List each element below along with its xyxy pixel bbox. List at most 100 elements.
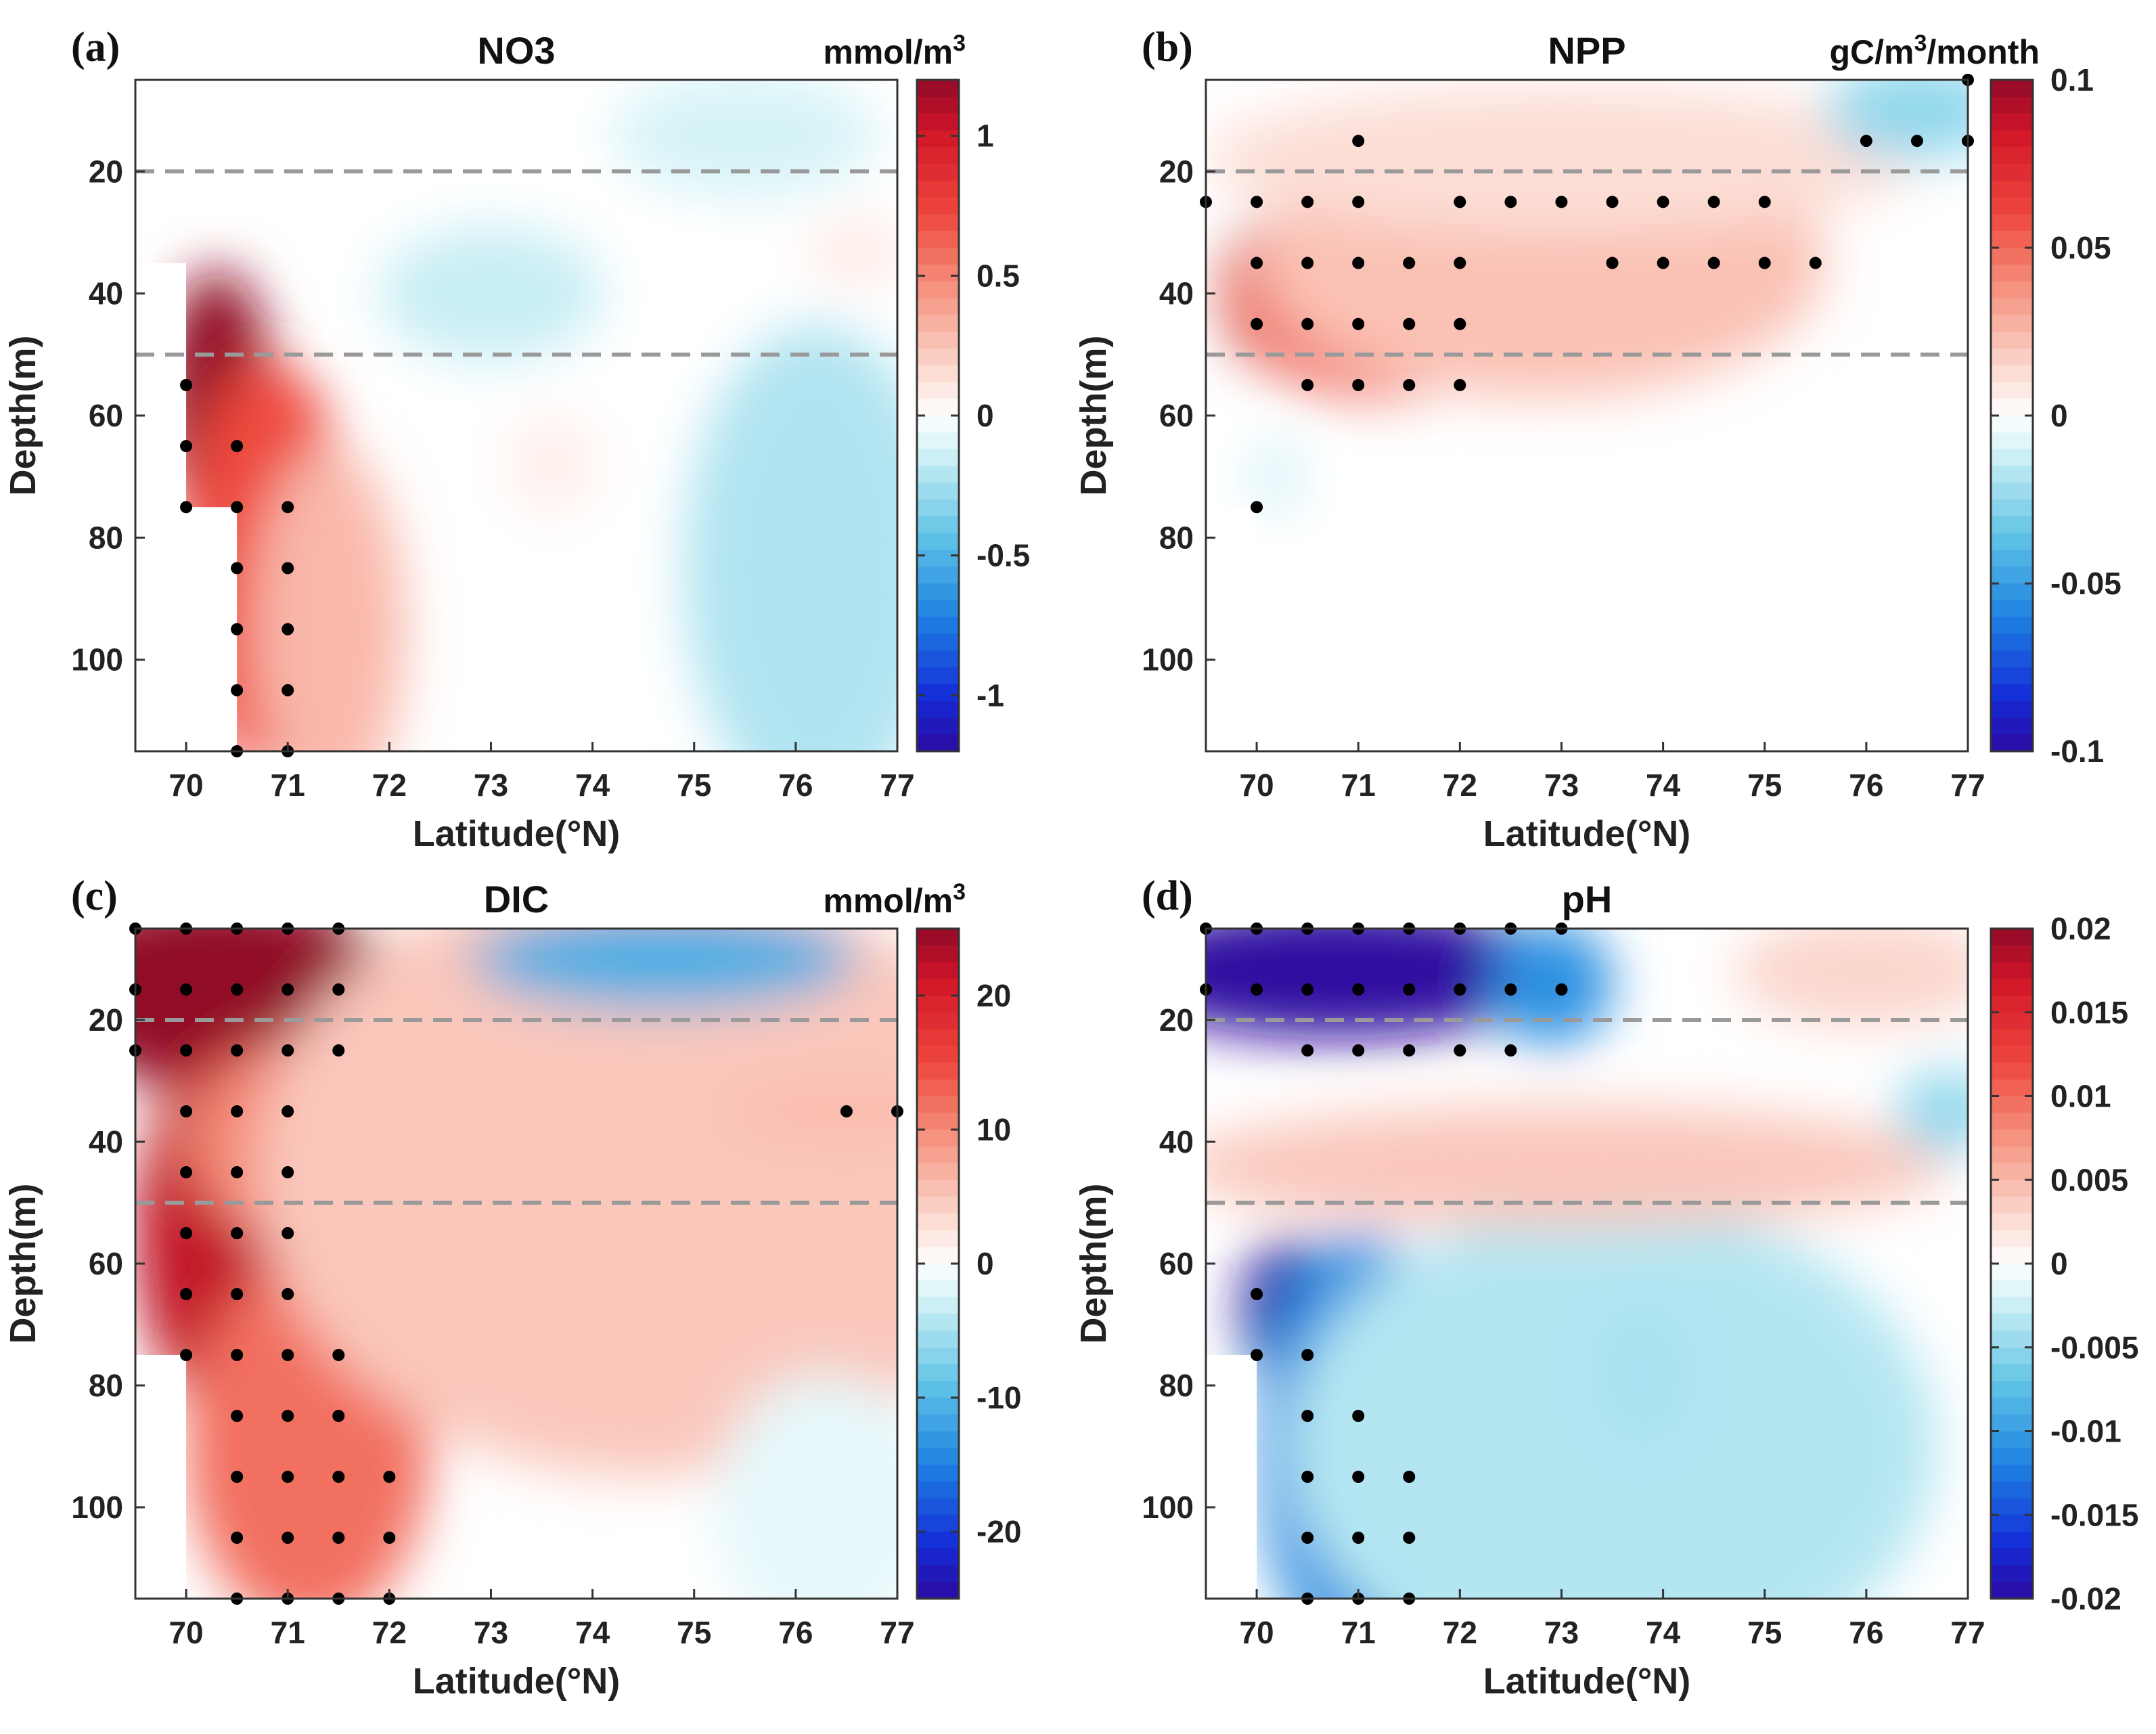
significance-dot <box>180 1105 193 1117</box>
significance-dot <box>180 1288 193 1300</box>
significance-dot <box>1454 378 1466 391</box>
anomaly-patches <box>135 929 897 1599</box>
panel-title: NO3 <box>477 29 555 72</box>
significance-dot <box>332 983 345 996</box>
x-tick-label: 71 <box>1341 1615 1376 1650</box>
x-tick-label: 71 <box>271 768 305 803</box>
colorbar-unit: mmol/m3 <box>823 879 966 920</box>
significance-dot <box>1707 257 1720 269</box>
significance-dot <box>282 684 294 696</box>
y-tick-label: 60 <box>1159 398 1194 433</box>
anomaly-patch <box>252 446 405 751</box>
significance-dot <box>1403 1471 1416 1483</box>
significance-dot <box>231 1471 244 1483</box>
significance-dot <box>1352 317 1365 330</box>
x-tick-label: 73 <box>1544 1615 1579 1650</box>
significance-dot <box>1251 257 1263 269</box>
seafloor-mask <box>135 1050 187 1599</box>
y-tick-label: 20 <box>89 154 123 189</box>
anomaly-patch <box>811 220 897 282</box>
y-axis-label: Depth(m) <box>1073 1184 1114 1344</box>
y-tick-label: 100 <box>1142 642 1194 677</box>
significance-dot <box>1352 196 1365 208</box>
significance-dot <box>1352 1410 1365 1422</box>
significance-dot <box>1251 1349 1263 1361</box>
y-tick-label: 40 <box>1159 276 1194 311</box>
colorbar-tick-label: 0.02 <box>2050 911 2111 946</box>
seafloor-mask <box>135 80 238 751</box>
significance-dot <box>332 1044 345 1057</box>
colorbar-unit: gC/m3/month <box>1829 30 2040 71</box>
significance-dot <box>1403 983 1416 996</box>
significance-dot <box>180 983 193 996</box>
colorbar: 0.1 0.05 0 -0.05 -0.1 <box>1990 62 2121 769</box>
significance-dot <box>1809 257 1822 269</box>
colorbar-tick-label: -0.5 <box>976 538 1030 573</box>
panel-npp: 70 71 72 73 74 75 76 77 20 40 60 80 100 Latitude(°N) D… <box>1073 24 2121 854</box>
colorbar-tick-label: -0.015 <box>2050 1497 2138 1532</box>
significance-dot <box>282 562 294 575</box>
significance-dot <box>1403 1044 1416 1057</box>
x-tick-label: 76 <box>778 768 813 803</box>
significance-dot <box>282 983 294 996</box>
significance-dot <box>231 1044 244 1057</box>
x-axis-label: Latitude(°N) <box>413 814 621 854</box>
colorbar-tick-label: 0 <box>976 1246 994 1281</box>
significance-dot <box>282 1349 294 1361</box>
colorbar-tick-label: -0.02 <box>2050 1581 2121 1616</box>
panel-label: (b) <box>1142 24 1193 70</box>
significance-dot <box>282 1532 294 1544</box>
significance-dot <box>231 684 244 696</box>
anomaly-patches <box>1206 80 1968 514</box>
panel-title: NPP <box>1548 29 1625 72</box>
significance-dot <box>282 1044 294 1057</box>
significance-dot <box>1301 1410 1314 1422</box>
significance-dot <box>282 501 294 514</box>
colorbar: 0.02 0.015 0.01 0.005 0 -0.005 -0.01 -0.015 -0.0… <box>1990 911 2138 1616</box>
significance-dot <box>1657 257 1669 269</box>
x-axis-label: Latitude(°N) <box>1483 814 1691 854</box>
significance-dot <box>231 1105 244 1117</box>
colorbar-tick-label: -1 <box>976 677 1004 713</box>
x-tick-label: 72 <box>372 768 407 803</box>
y-tick-label: 40 <box>89 1124 123 1159</box>
significance-dot <box>231 1288 244 1300</box>
significance-dot <box>1910 135 1923 148</box>
anomaly-patch <box>257 929 897 1477</box>
significance-dot <box>1251 501 1263 514</box>
significance-dot <box>282 1227 294 1239</box>
colorbar-tick-label: 0.1 <box>2050 62 2094 97</box>
significance-dot <box>282 1471 294 1483</box>
significance-dot <box>1301 983 1314 996</box>
panel-dic: 70 71 72 73 74 75 76 7720406080100Latitude(°N)D… <box>3 873 1021 1702</box>
x-tick-label: 73 <box>474 1615 508 1650</box>
significance-dot <box>180 501 193 514</box>
x-axis-label: Latitude(°N) <box>1483 1661 1691 1702</box>
significance-dot <box>1758 196 1771 208</box>
x-tick-label: 70 <box>1239 768 1274 803</box>
anomaly-patch <box>714 1373 897 1599</box>
significance-dot <box>1352 983 1365 996</box>
significance-dot <box>1606 196 1619 208</box>
anomaly-patch <box>1206 1105 1948 1227</box>
significance-dot <box>1251 196 1263 208</box>
anomaly-patch <box>470 929 857 1008</box>
significance-dot <box>1454 196 1466 208</box>
y-axis-label: Depth(m) <box>3 1184 43 1344</box>
x-tick-label: 74 <box>575 768 610 803</box>
panel-ph: 70 71 72 73 74 75 76 77 20 40 60 80 100 Latitude(°N) D… <box>1073 873 2138 1702</box>
anomaly-patches <box>160 80 897 751</box>
panels: 70 71 72 73 74 75 76 7720406080100Latitude(°N)D… <box>3 24 2138 1702</box>
significance-dot <box>1707 196 1720 208</box>
significance-dot <box>180 1166 193 1178</box>
y-tick-label: 60 <box>89 1246 123 1281</box>
significance-dot <box>1454 1044 1466 1057</box>
significance-dot <box>180 1349 193 1361</box>
significance-dot <box>282 1410 294 1422</box>
colorbar: 1 0.5 0 -0.5 -1 <box>916 79 1030 753</box>
significance-dot <box>332 1471 345 1483</box>
significance-dot <box>231 623 244 636</box>
significance-dot <box>332 1532 345 1544</box>
significance-dot <box>1657 196 1669 208</box>
colorbar-tick-label: 0.015 <box>2050 995 2128 1030</box>
